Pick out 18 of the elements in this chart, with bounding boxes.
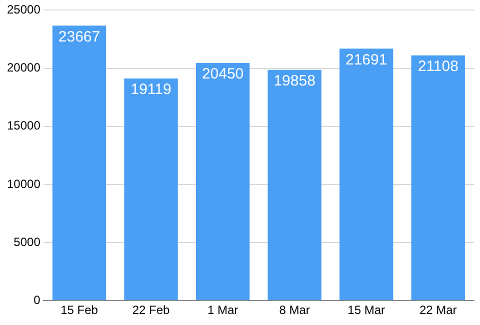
x-tick-label: 15 Feb bbox=[60, 303, 98, 318]
x-tick-label: 22 Mar bbox=[419, 303, 457, 318]
data-label: 21108 bbox=[418, 58, 458, 76]
y-tick-label: 20000 bbox=[6, 60, 41, 75]
x-tick-label: 15 Mar bbox=[348, 303, 386, 318]
y-tick-label: 10000 bbox=[6, 176, 41, 191]
data-label: 19119 bbox=[130, 81, 172, 98]
y-tick-label: 0 bbox=[34, 292, 41, 307]
y-tick-label: 25000 bbox=[6, 2, 41, 17]
data-label: 19858 bbox=[274, 72, 316, 90]
x-tick-label: 1 Mar bbox=[207, 303, 238, 318]
data-label: 21691 bbox=[345, 51, 388, 68]
y-tick-label: 15000 bbox=[6, 118, 41, 133]
data-label: 23667 bbox=[58, 28, 100, 46]
y-tick-label: 5000 bbox=[14, 234, 41, 249]
data-label: 20450 bbox=[202, 66, 244, 83]
x-tick-label: 22 Feb bbox=[132, 303, 170, 318]
x-tick-label: 8 Mar bbox=[279, 303, 310, 318]
